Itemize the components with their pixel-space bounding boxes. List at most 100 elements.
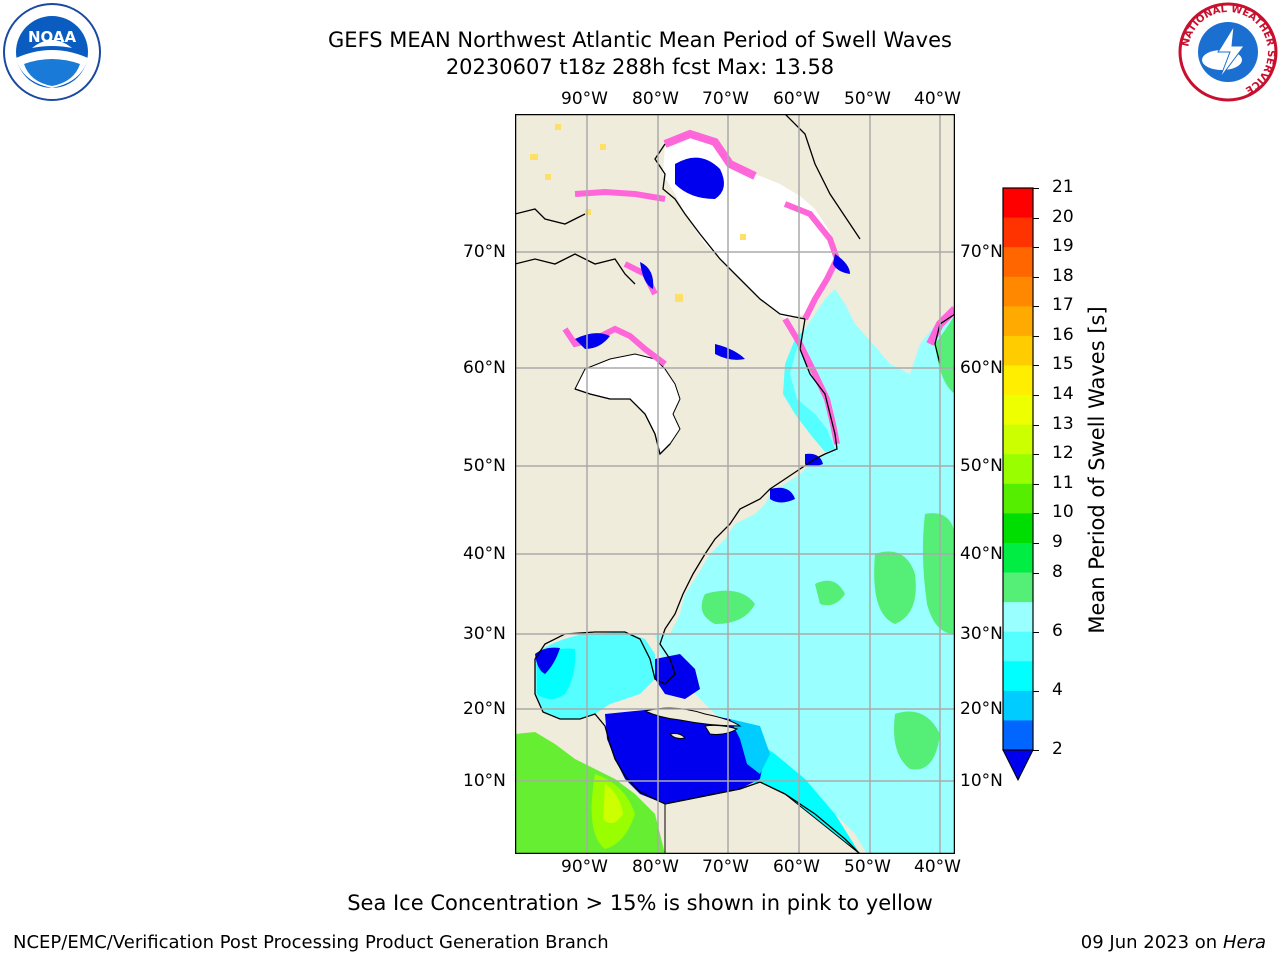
colorbar-segment: [1003, 542, 1033, 574]
lat-label-left: 20°N: [463, 699, 506, 719]
colorbar-tick-mark: [1033, 424, 1039, 426]
swell-band-cyan: [783, 329, 835, 452]
lat-label-left: 40°N: [463, 544, 506, 564]
ice-edge: [663, 129, 757, 180]
colorbar-tick-mark: [1033, 750, 1039, 751]
ice-yellow-specks: [530, 124, 746, 302]
swell-band-deep-blue: [655, 654, 700, 699]
lon-label-top: 90°W: [561, 89, 608, 109]
colorbar-tick-mark: [1033, 542, 1039, 544]
lon-label-bottom: 70°W: [702, 857, 749, 877]
graticule: [515, 114, 955, 854]
noaa-logo-text: NOAA: [28, 28, 77, 46]
lon-label-bottom: 50°W: [844, 857, 891, 877]
colorbar-tick: 19: [1052, 236, 1074, 257]
lon-label-bottom: 80°W: [632, 857, 679, 877]
colorbar-tick: 10: [1052, 502, 1074, 523]
colorbar-tick: 11: [1052, 472, 1074, 493]
colorbar-segment: [1003, 335, 1033, 366]
swell-band-green: [922, 513, 955, 634]
colorbar-segment: [1003, 247, 1033, 278]
colorbar-tick: 14: [1052, 384, 1074, 405]
colorbar-tick: 17: [1052, 295, 1074, 316]
colorbar-segment: [1003, 276, 1033, 307]
nws-logo: NATIONAL WEATHER SERVICE: [1178, 2, 1278, 102]
lat-label-right: 10°N: [960, 771, 1003, 791]
swell-band-deep-blue: [640, 262, 654, 289]
lon-label-bottom: 90°W: [561, 857, 608, 877]
lon-label-bottom: 60°W: [773, 857, 820, 877]
jamaica-island: [669, 733, 686, 739]
noaa-logo: NOAA: [2, 2, 102, 102]
swell-band-green: [894, 711, 940, 770]
lat-label-right: 70°N: [960, 242, 1003, 262]
footer-host: Hera: [1222, 932, 1266, 953]
lat-label-right: 50°N: [960, 456, 1003, 476]
lat-label-left: 60°N: [463, 358, 506, 378]
swell-band-green: [935, 314, 955, 394]
colorbar-segment: [1003, 454, 1033, 485]
colorbar-tick-mark: [1033, 395, 1039, 397]
sea-ice-note: Sea Ice Concentration > 15% is shown in …: [347, 891, 933, 915]
colorbar-tick: 20: [1052, 206, 1074, 227]
lat-label-right: 40°N: [960, 544, 1003, 564]
colorbar-tick-mark: [1033, 188, 1039, 189]
lon-label-top: 40°W: [914, 89, 961, 109]
colorbar-frame: [1002, 187, 1034, 751]
colorbar-tick-mark: [1033, 572, 1039, 574]
colorbar-extend-arrow: [1002, 749, 1034, 782]
colorbar-tick-mark: [1033, 217, 1039, 219]
ice-edge: [562, 325, 667, 367]
colorbar-tick-mark: [1033, 276, 1039, 278]
lon-label-top: 60°W: [773, 89, 820, 109]
colorbar-tick-mark: [1033, 247, 1039, 249]
colorbar-segment: [1003, 720, 1033, 751]
colorbar-tick: 12: [1052, 443, 1074, 464]
colorbar-segment: [1003, 661, 1033, 692]
lon-label-top: 50°W: [844, 89, 891, 109]
hispaniola-island: [704, 724, 739, 735]
colorbar-tick-mark: [1033, 483, 1039, 485]
footer-date: 09 Jun 2023 on Hera: [1081, 932, 1266, 953]
colorbar-tick: 8: [1052, 561, 1063, 582]
colorbar-tick: 6: [1052, 620, 1063, 641]
swell-band-cyan: [735, 734, 860, 854]
colorbar-segment: [1003, 631, 1033, 662]
swell-band-blue: [730, 719, 770, 774]
colorbar-tick: 13: [1052, 413, 1074, 434]
lat-label-right: 20°N: [960, 699, 1003, 719]
colorbar-segment: [1003, 395, 1033, 426]
colorbar-tick-labels: 21 20 19 18 17 16 15 14 13 12 11 10 9 8 6 4 2: [1033, 177, 1080, 786]
colorbar-tick-mark: [1033, 631, 1039, 633]
colorbar-segment: [1003, 572, 1033, 603]
colorbar-segment: [1003, 188, 1033, 219]
swell-band-green: [815, 580, 845, 606]
swell-band-deep-blue: [715, 344, 745, 360]
colorbar-segment: [1003, 513, 1033, 544]
colorbar-tick-mark: [1033, 335, 1039, 337]
coastlines: [515, 114, 955, 854]
chart-title: GEFS MEAN Northwest Atlantic Mean Period…: [328, 28, 952, 52]
lat-label-right: 30°N: [960, 624, 1003, 644]
lat-label-right: 60°N: [960, 358, 1003, 378]
colorbar-segment: [1003, 483, 1033, 514]
colorbar-tick-mark: [1033, 454, 1039, 456]
map-panel: [515, 114, 955, 854]
colorbar: [1002, 187, 1034, 782]
ice-edge: [574, 188, 666, 202]
atlantic-ocean: [655, 289, 955, 854]
colorbar-segment: [1003, 602, 1033, 633]
colorbar-label: Mean Period of Swell Waves [s]: [1085, 306, 1109, 634]
swell-band-deep-blue: [535, 647, 560, 674]
colorbar-tick-mark: [1033, 513, 1039, 515]
swell-band-deep-blue: [770, 487, 795, 503]
swell-band-deep-blue: [575, 333, 610, 349]
colorbar-tick: 2: [1052, 739, 1063, 759]
colorbar-segment: [1003, 424, 1033, 455]
colorbar-tick: 16: [1052, 324, 1074, 345]
swell-band-deep-blue: [675, 157, 724, 199]
colorbar-tick: 21: [1052, 177, 1074, 197]
map-frame: [515, 114, 955, 854]
lon-label-top: 70°W: [702, 89, 749, 109]
lat-label-left: 30°N: [463, 624, 506, 644]
